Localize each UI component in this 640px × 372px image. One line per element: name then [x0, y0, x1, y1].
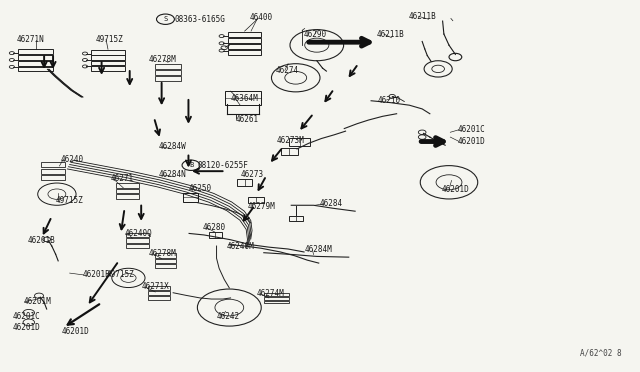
- Bar: [155, 259, 176, 263]
- Bar: [264, 293, 289, 296]
- Text: 46211B: 46211B: [376, 29, 404, 39]
- Text: 46400: 46400: [250, 13, 273, 22]
- Bar: [228, 38, 261, 43]
- Bar: [148, 291, 170, 295]
- Bar: [228, 50, 261, 55]
- Text: 46210: 46210: [378, 96, 401, 105]
- Bar: [182, 193, 198, 202]
- Bar: [156, 76, 180, 81]
- Text: 46274M: 46274M: [256, 289, 284, 298]
- Text: 46201D: 46201D: [442, 185, 469, 194]
- Bar: [264, 301, 289, 304]
- Bar: [209, 232, 221, 238]
- Bar: [19, 49, 53, 54]
- Text: 46278M: 46278M: [149, 249, 177, 258]
- Bar: [156, 70, 180, 75]
- Bar: [92, 55, 125, 60]
- Text: 46271X: 46271X: [141, 282, 169, 291]
- Bar: [126, 238, 149, 243]
- Text: B: B: [189, 162, 193, 168]
- Bar: [148, 286, 170, 290]
- Bar: [126, 232, 149, 237]
- Text: 46201C: 46201C: [12, 312, 40, 321]
- Bar: [19, 67, 53, 71]
- Bar: [248, 197, 264, 203]
- Bar: [41, 169, 65, 173]
- Text: 49715Z: 49715Z: [107, 270, 134, 279]
- Text: 46201B: 46201B: [28, 236, 55, 246]
- Bar: [225, 91, 260, 105]
- Text: 46250: 46250: [188, 185, 212, 193]
- Text: 46242: 46242: [216, 312, 239, 321]
- Text: 46271: 46271: [111, 174, 134, 183]
- Text: 49715Z: 49715Z: [56, 196, 83, 205]
- Bar: [148, 296, 170, 300]
- Bar: [289, 216, 303, 221]
- Text: 46201D: 46201D: [62, 327, 90, 336]
- Text: 49715Z: 49715Z: [95, 35, 123, 44]
- Text: 08120-6255F: 08120-6255F: [197, 161, 248, 170]
- Bar: [228, 44, 261, 49]
- Text: 46278M: 46278M: [149, 55, 177, 64]
- Text: 46211B: 46211B: [408, 12, 436, 21]
- Bar: [228, 32, 261, 37]
- Text: 46201B: 46201B: [83, 270, 110, 279]
- Bar: [156, 64, 180, 69]
- Bar: [92, 61, 125, 65]
- Text: 46273M: 46273M: [276, 136, 305, 145]
- Text: 46201M: 46201M: [24, 297, 51, 306]
- Text: 46284W: 46284W: [159, 142, 187, 151]
- Bar: [92, 50, 125, 55]
- Text: 46364M: 46364M: [230, 94, 259, 103]
- Text: 46261: 46261: [236, 115, 259, 124]
- Bar: [116, 189, 139, 193]
- Bar: [19, 55, 53, 60]
- Bar: [237, 179, 252, 186]
- Text: 46273: 46273: [240, 170, 263, 179]
- Text: 46284N: 46284N: [159, 170, 187, 179]
- Bar: [155, 253, 176, 257]
- Text: 46240Q: 46240Q: [125, 229, 152, 238]
- Text: 46284: 46284: [320, 199, 343, 208]
- Text: 46201D: 46201D: [12, 323, 40, 332]
- Text: 46240: 46240: [61, 155, 84, 164]
- Text: 08363-6165G: 08363-6165G: [174, 15, 225, 24]
- Text: S: S: [163, 16, 168, 22]
- Text: 46201C: 46201C: [458, 125, 486, 134]
- Bar: [41, 163, 65, 167]
- Bar: [281, 148, 298, 155]
- Text: 46274: 46274: [275, 66, 298, 75]
- Text: 46290: 46290: [303, 29, 326, 39]
- Text: 46201D: 46201D: [458, 137, 486, 146]
- Bar: [19, 61, 53, 66]
- Text: 46284M: 46284M: [305, 245, 332, 254]
- Bar: [116, 195, 139, 199]
- Bar: [289, 138, 310, 146]
- Bar: [126, 244, 149, 248]
- Bar: [264, 297, 289, 300]
- Bar: [116, 183, 139, 187]
- Text: 46280: 46280: [202, 223, 226, 232]
- Text: A/62^02 8: A/62^02 8: [580, 348, 621, 357]
- Bar: [41, 175, 65, 180]
- Text: 46271N: 46271N: [17, 35, 44, 44]
- Text: 46240M: 46240M: [227, 241, 255, 250]
- Bar: [155, 264, 176, 268]
- Text: 46279M: 46279M: [247, 202, 275, 211]
- Bar: [92, 66, 125, 71]
